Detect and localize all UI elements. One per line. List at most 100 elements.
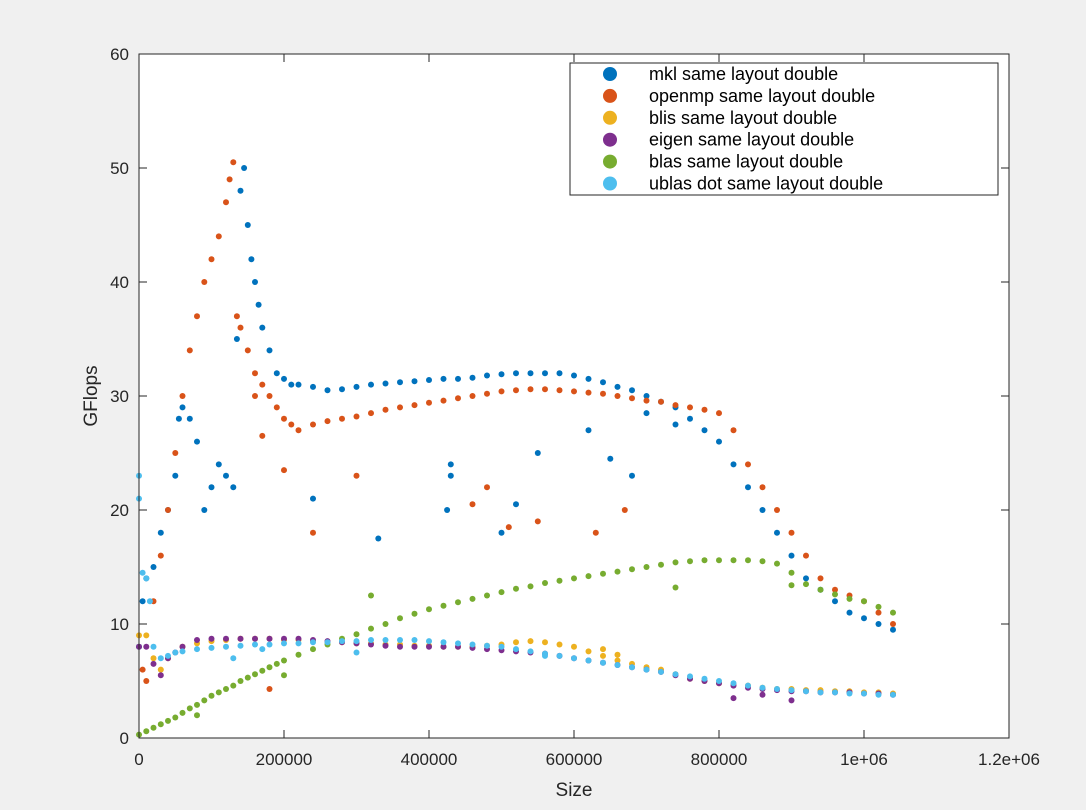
series-0-point [629,387,635,394]
series-3-point [759,691,766,698]
series-0-point [339,386,345,393]
series-1-point [875,609,882,616]
series-5-point [788,687,795,694]
series-3-point [382,642,389,649]
series-5-point [150,643,157,650]
series-1-point [339,415,345,422]
series-5-point [484,642,490,649]
series-2-point [614,651,621,658]
series-5-point [179,648,186,655]
series-4-point [194,701,200,708]
series-4-point [281,657,287,664]
series-4-point [745,557,751,564]
series-3-point [208,635,215,642]
series-1-point [194,313,200,320]
series-4-point [730,557,737,564]
series-0-point [585,375,592,382]
series-1-point [165,507,171,513]
series-5-point [165,652,171,659]
series-0-point [447,461,454,468]
series-4-point [513,585,519,592]
series-4-point [165,717,171,724]
series-0-point [310,383,316,390]
series-3-point [143,643,150,650]
series-1-point [368,410,374,417]
series-1-point [817,575,824,582]
series-5-point [571,655,577,662]
series-0-point [875,621,882,627]
series-1-point [527,386,534,393]
series-5-point [426,638,432,645]
series-5-point [397,637,403,643]
series-2-point [600,652,606,659]
series-0-point [295,381,302,388]
series-1-point [208,256,215,263]
series-5-point [687,673,693,680]
series-4-point [556,577,563,584]
series-1-point [259,381,266,388]
series-3-point [281,635,287,642]
series-3-point [426,643,432,650]
series-1-point [513,387,519,394]
series-1-point [585,389,592,396]
series-0-point [571,372,577,379]
series-0-point [223,472,229,479]
series-0-point [484,372,490,379]
series-0-point [513,501,519,508]
series-4-point [658,561,664,568]
series-1-point [534,518,541,525]
series-0-point [310,495,316,502]
series-4-point [672,584,679,591]
y-axis-label: GFlops [81,365,102,426]
series-4-point [846,595,853,602]
series-0-point [687,415,693,422]
series-5-point [252,641,258,648]
axes [138,53,1010,739]
x-tick-label: 400000 [401,750,458,769]
series-5-point [411,637,418,643]
y-tick-label: 50 [110,159,129,178]
series-3-point [440,643,447,650]
y-tick-label: 40 [110,273,129,292]
series-1-point [484,484,490,491]
series-5-point [832,689,838,696]
series-3-point [411,643,418,650]
series-2-point [600,646,606,653]
series-0-point [237,187,244,194]
series-5-point [658,668,664,675]
legend-marker [603,67,617,81]
series-4-point [266,664,273,671]
series-0-point [788,552,795,559]
series-0-point [527,370,534,377]
series-0-point [447,472,454,479]
series-4-point [890,609,896,616]
series-5-point [774,686,780,692]
series-1-point [411,402,418,409]
x-tick-label: 800000 [691,750,748,769]
series-4-point [186,705,193,712]
series-0-point [259,324,266,331]
series-5-point [585,657,592,664]
series-5-point [259,646,266,653]
series-1-point [621,507,628,513]
series-1-point [803,552,809,559]
series-4-point [803,581,809,588]
series-5-point [324,639,331,646]
series-1-point [440,397,447,404]
series-0-point [861,615,867,622]
series-2-point [157,666,164,673]
series-0-point [643,393,650,399]
series-4-point [875,603,882,610]
series-4-point [244,674,251,681]
series-5-point [382,637,389,643]
series-5-point [745,682,751,689]
x-tick-label: 1e+06 [840,750,888,769]
series-1-point [788,529,795,536]
series-0-point [241,165,248,171]
series-5-point [817,689,824,696]
series-4-point [643,564,650,570]
series-0-point [233,336,240,342]
series-1-point [281,467,287,474]
series-5-point [701,675,708,682]
series-1-point [226,176,233,183]
